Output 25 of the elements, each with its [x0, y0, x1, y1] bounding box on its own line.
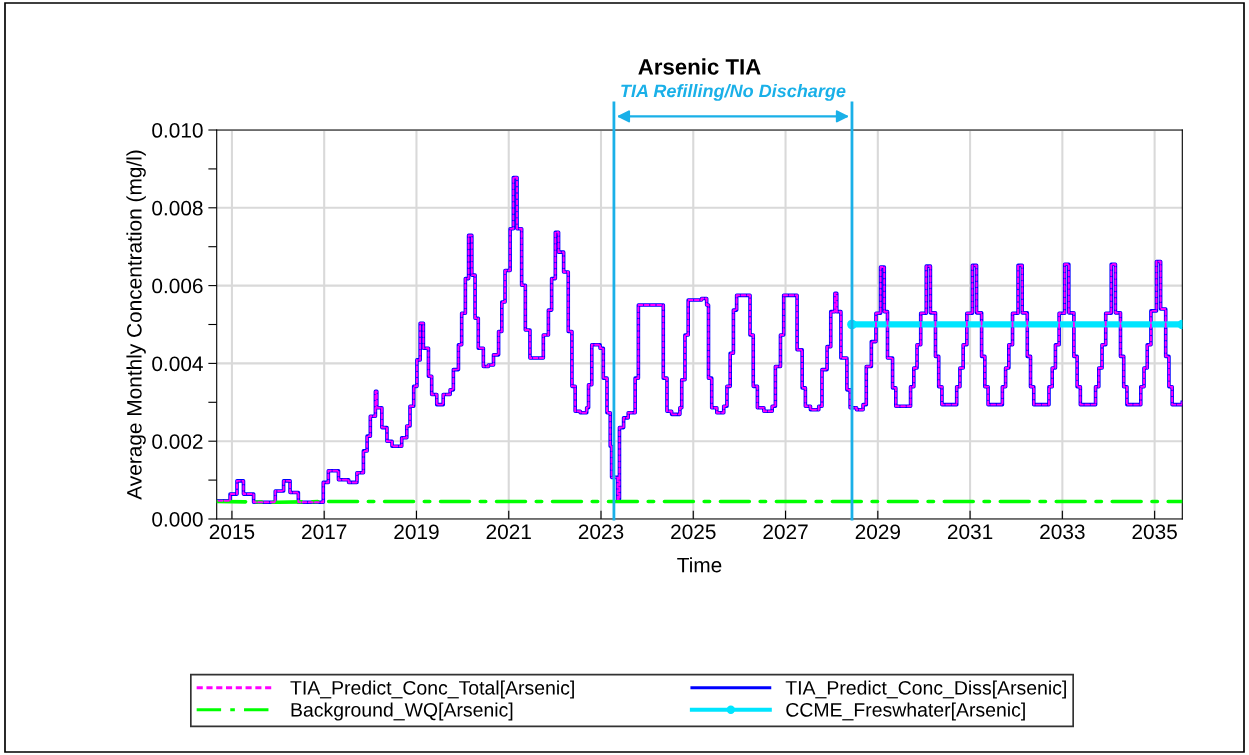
x-tick-label: 2027 — [763, 524, 808, 540]
chart-title: Arsenic TIA — [638, 58, 761, 75]
y-tick-label: 0.010 — [152, 123, 203, 138]
y-axis-title: Average Monthly Concentration (mg/l) — [126, 150, 146, 500]
x-tick-label: 2035 — [1132, 524, 1177, 540]
y-tick-label: 0.004 — [152, 356, 203, 372]
x-tick-label: 2025 — [671, 524, 716, 540]
x-tick-label: 2023 — [578, 524, 624, 540]
x-tick-label: 2019 — [394, 524, 439, 540]
x-tick-label: 2015 — [209, 524, 255, 540]
legend-label: CCME_Freswhater[Arsenic] — [786, 702, 1025, 721]
y-tick-label: 0.002 — [152, 434, 203, 449]
y-tick-label: 0.008 — [152, 200, 203, 216]
y-tick-label: 0.006 — [152, 278, 203, 294]
x-tick-label: 2029 — [855, 524, 900, 540]
x-tick-label: 2017 — [302, 524, 347, 540]
x-tick-label: 2033 — [1040, 524, 1085, 540]
legend-label: TIA_Predict_Conc_Total[Arsenic] — [290, 680, 574, 699]
x-tick-label: 2031 — [947, 524, 993, 540]
x-tick-label: 2021 — [486, 524, 531, 540]
legend-label: TIA_Predict_Conc_Diss[Arsenic] — [785, 680, 1066, 699]
x-axis-title: Time — [677, 557, 722, 573]
legend-label: Background_WQ[Arsenic] — [291, 702, 513, 721]
y-tick-label: 0.000 — [152, 511, 203, 527]
text: TIA Refilling/No Discharge — [621, 84, 846, 101]
